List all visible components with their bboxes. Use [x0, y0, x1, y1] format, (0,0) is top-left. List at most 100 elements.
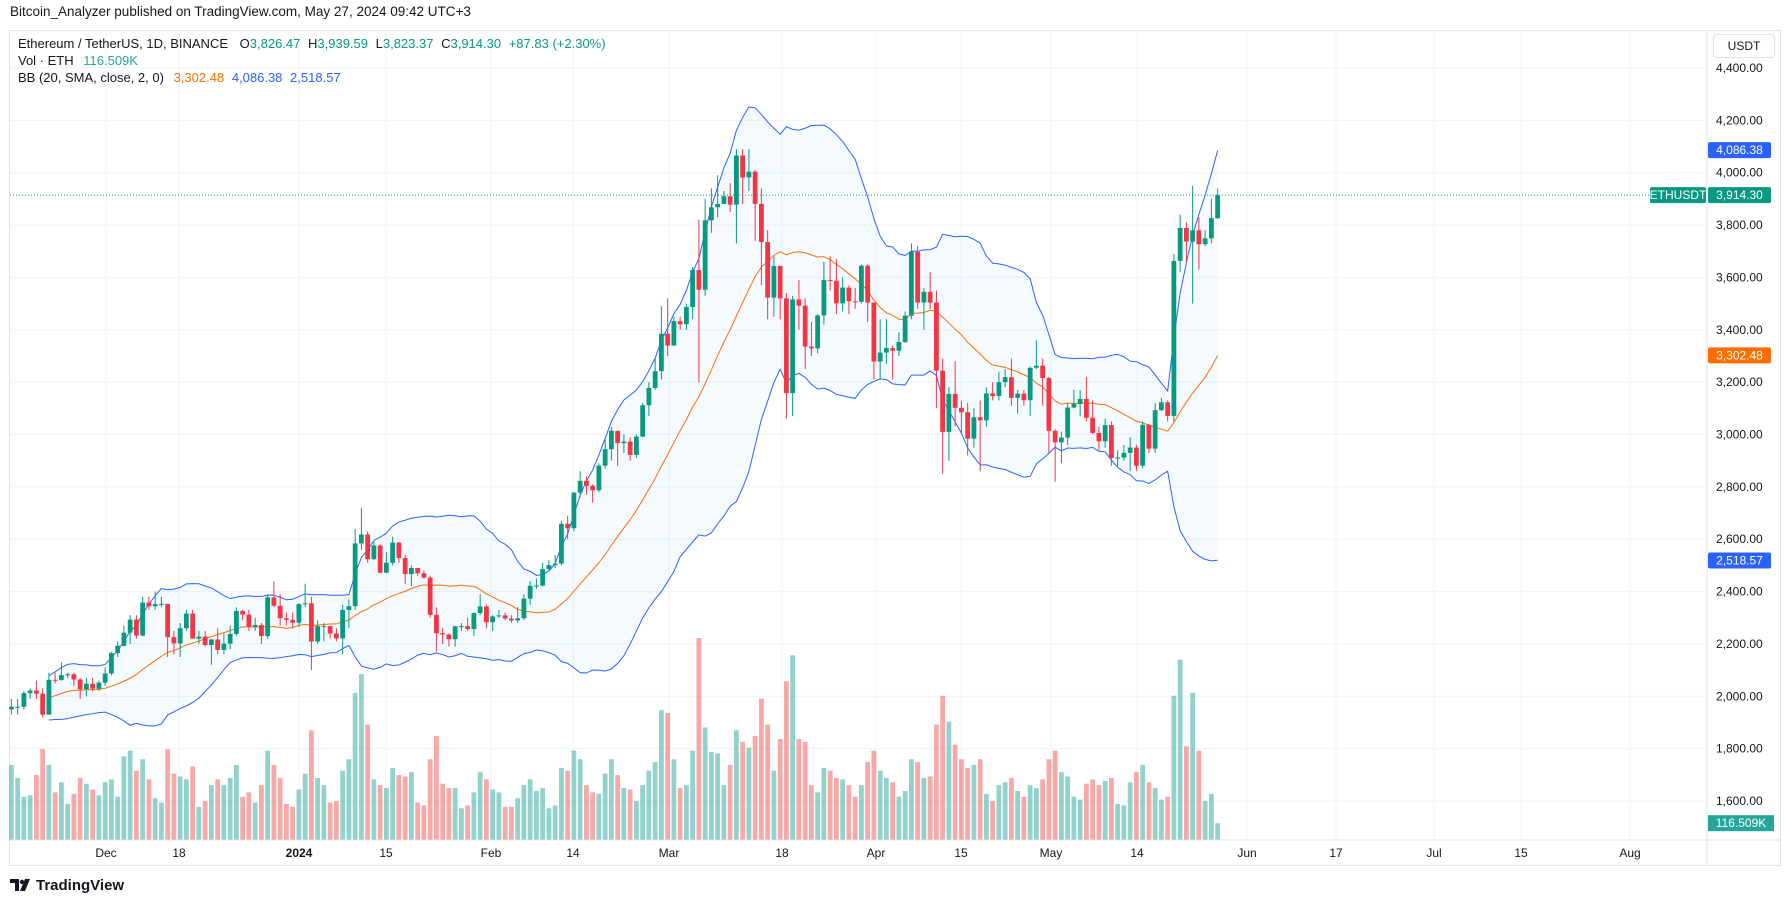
candle-body — [102, 673, 108, 683]
x-tick-label: 14 — [1130, 846, 1144, 860]
candle — [946, 387, 952, 461]
volume-bar — [752, 736, 758, 840]
candle-body — [1159, 402, 1164, 411]
volume-bar — [1177, 659, 1183, 840]
candle-body — [1146, 424, 1152, 449]
volume-bar — [671, 759, 677, 840]
volume-bar — [796, 739, 802, 840]
currency-button[interactable]: USDT — [1713, 34, 1775, 58]
candle — [796, 280, 802, 330]
candle-body — [621, 441, 627, 444]
candle-body — [677, 321, 683, 325]
volume-bar — [1190, 692, 1196, 840]
volume-bar — [371, 779, 377, 840]
candle — [46, 672, 52, 715]
x-tick-label: 15 — [1514, 846, 1528, 860]
bb-band-fill — [48, 107, 1218, 726]
candle — [984, 387, 989, 427]
candle-body — [546, 565, 552, 570]
y-tick-label: 2,600.00 — [1716, 532, 1763, 546]
candle — [177, 622, 183, 658]
tradingview-logo[interactable]: TradingView — [10, 877, 124, 894]
bb-upper-line — [48, 106, 1219, 677]
candle-body — [1127, 447, 1133, 453]
bb-basis-line — [48, 251, 1219, 699]
candle-body — [721, 196, 727, 204]
candle — [859, 264, 864, 304]
volume-bar — [446, 788, 452, 840]
volume-bar — [271, 764, 277, 840]
candle — [409, 565, 414, 587]
candle — [246, 609, 252, 631]
volume-bar — [852, 796, 858, 840]
volume-bar — [196, 806, 202, 840]
candle — [1096, 426, 1102, 451]
candle — [140, 596, 146, 637]
symbol-title[interactable]: Ethereum / TetherUS, 1D, BINANCE — [18, 36, 229, 51]
candle-body — [596, 465, 602, 491]
candle — [1115, 450, 1121, 466]
candle-body — [946, 393, 952, 432]
candle-body — [1121, 452, 1127, 458]
candle — [9, 698, 14, 715]
volume-bar — [1059, 772, 1064, 840]
candle — [1077, 389, 1083, 417]
candle-body — [902, 315, 908, 343]
candle — [1046, 376, 1052, 453]
candle — [40, 688, 46, 718]
candle — [877, 319, 883, 380]
volume-bar — [677, 788, 683, 840]
candle-body — [796, 299, 802, 306]
volume-bar — [215, 779, 221, 840]
candle — [321, 622, 327, 642]
volume-bar — [1140, 764, 1146, 840]
x-tick-label: 14 — [566, 846, 580, 860]
volume-badge-bg — [1708, 815, 1774, 832]
bb-label[interactable]: BB (20, SMA, close, 2, 0) — [18, 70, 164, 85]
candle — [921, 287, 927, 330]
candle — [234, 607, 239, 637]
candle-body — [259, 625, 264, 637]
candle — [1109, 421, 1114, 466]
candle-body — [277, 605, 283, 619]
candle — [915, 246, 921, 309]
y-tick-label: 4,000.00 — [1716, 166, 1763, 180]
candle — [771, 256, 777, 317]
candle-body — [809, 346, 814, 349]
candle-body — [927, 291, 933, 303]
volume-label[interactable]: Vol · ETH — [18, 53, 74, 68]
candle-body — [402, 558, 408, 575]
candle-body — [1115, 457, 1121, 459]
volume-bar — [765, 724, 771, 840]
volume-bar — [315, 777, 321, 840]
candle-body — [340, 609, 346, 639]
candle — [352, 528, 358, 610]
candle-body — [234, 610, 239, 634]
y-tick-label: 2,200.00 — [1716, 637, 1763, 651]
bb-basis-badge: 3,302.48 — [1716, 348, 1763, 362]
candle-body — [865, 265, 871, 303]
candle — [384, 552, 389, 574]
candle — [77, 677, 83, 699]
candle — [102, 667, 108, 686]
candle-body — [252, 625, 258, 627]
volume-bar — [727, 764, 733, 840]
candle — [190, 609, 196, 639]
candle-body — [602, 449, 608, 466]
candle-body — [196, 636, 202, 639]
candle-body — [584, 480, 589, 486]
volume-bar — [396, 775, 402, 840]
candle-body — [1021, 393, 1027, 401]
volume-bar — [15, 777, 21, 840]
candle-body — [1015, 393, 1021, 398]
candle — [477, 594, 483, 616]
candle-body — [752, 171, 758, 204]
candle-body — [221, 643, 227, 650]
candle — [1177, 214, 1183, 273]
candle-body — [1109, 425, 1114, 459]
candle — [646, 382, 652, 417]
candle — [327, 625, 333, 639]
candle-body — [821, 280, 827, 316]
volume-bar — [40, 749, 46, 840]
